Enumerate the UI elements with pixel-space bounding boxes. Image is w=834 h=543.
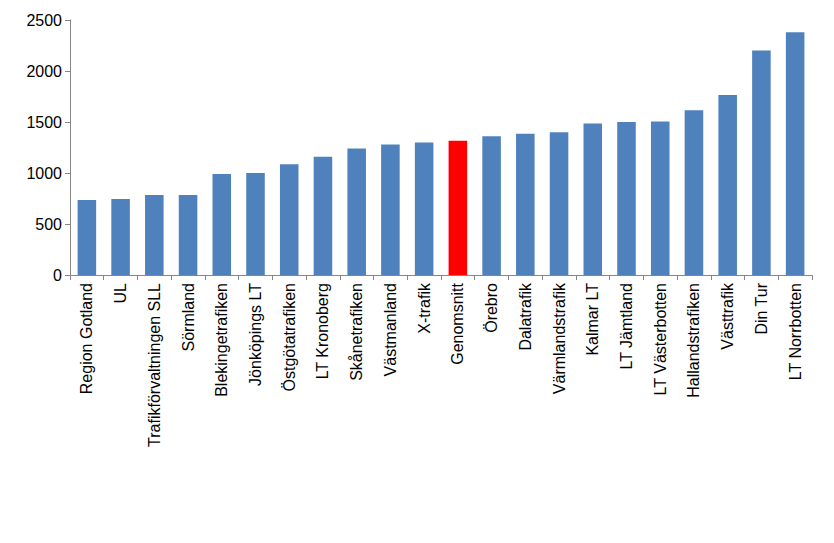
svg-text:Region Gotland: Region Gotland — [78, 283, 95, 394]
svg-text:Värmlandstrafik: Värmlandstrafik — [551, 282, 568, 394]
svg-text:2000: 2000 — [26, 63, 62, 80]
svg-text:LT Västerbotten: LT Västerbotten — [652, 283, 669, 395]
svg-text:X-trafik: X-trafik — [416, 282, 433, 334]
svg-text:UL: UL — [112, 283, 129, 304]
svg-text:Örebro: Örebro — [483, 283, 500, 333]
svg-text:Sörmland: Sörmland — [180, 283, 197, 351]
svg-text:Östgötatrafiken: Östgötatrafiken — [281, 283, 298, 392]
svg-text:Västtrafik: Västtrafik — [719, 282, 736, 350]
svg-text:0: 0 — [53, 267, 62, 284]
svg-text:500: 500 — [35, 216, 62, 233]
svg-text:LT Norrbotten: LT Norrbotten — [787, 283, 804, 380]
svg-text:Skånetrafiken: Skånetrafiken — [348, 283, 365, 381]
svg-text:LT Jämtland: LT Jämtland — [618, 283, 635, 370]
svg-text:2500: 2500 — [26, 12, 62, 29]
svg-text:Hallandstrafiken: Hallandstrafiken — [685, 283, 702, 398]
svg-text:Blekingetrafiken: Blekingetrafiken — [213, 283, 230, 397]
svg-text:LT Kronoberg: LT Kronoberg — [314, 283, 331, 379]
svg-text:Genomsnitt: Genomsnitt — [449, 282, 466, 364]
svg-text:1000: 1000 — [26, 165, 62, 182]
svg-text:Jönköpings LT: Jönköpings LT — [247, 283, 264, 386]
svg-text:Västmanland: Västmanland — [382, 283, 399, 376]
svg-text:Dalatrafik: Dalatrafik — [517, 282, 534, 351]
svg-text:Kalmar LT: Kalmar LT — [584, 283, 601, 356]
svg-text:Din Tur: Din Tur — [753, 282, 770, 334]
svg-text:Trafikförvaltningen SLL: Trafikförvaltningen SLL — [146, 283, 163, 447]
svg-text:1500: 1500 — [26, 114, 62, 131]
